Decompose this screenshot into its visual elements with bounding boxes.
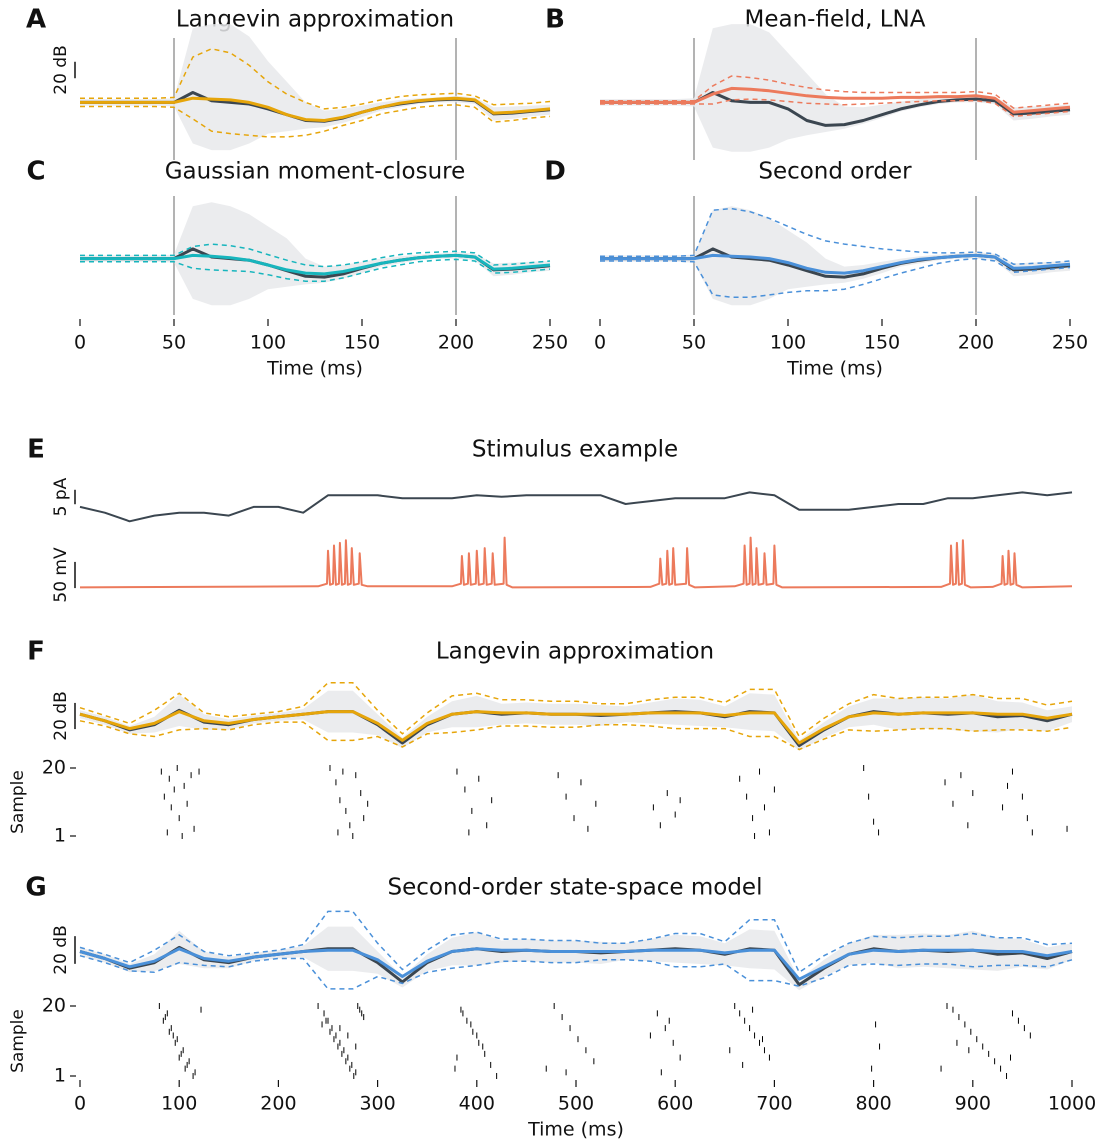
mean-line [600, 86, 1071, 114]
x-tick-label: 400 [459, 1093, 495, 1115]
variability-band [600, 206, 1070, 306]
y-tick-label: 1 [54, 1065, 66, 1087]
variability-band [80, 24, 550, 151]
x-axis-label: Time (ms) [266, 358, 363, 380]
y-tick-label: 20 [42, 757, 66, 779]
panel-label: C [26, 157, 45, 187]
y-tick-label: 20 [42, 995, 66, 1017]
x-tick-label: 200 [958, 332, 994, 354]
x-tick-label: 100 [770, 332, 806, 354]
panel-title: Second-order state-space model [388, 875, 763, 901]
scale-bar-label: 20 dB [51, 45, 71, 95]
panel-title: Stimulus example [472, 437, 678, 463]
x-tick-label: 100 [250, 332, 286, 354]
bound-line [600, 98, 1071, 118]
x-tick-label: 0 [594, 332, 606, 354]
bound-line [600, 75, 1071, 109]
x-tick-label: 0 [74, 332, 86, 354]
variability-band [80, 202, 550, 306]
x-tick-label: 0 [74, 1093, 86, 1115]
panel-label: B [545, 5, 565, 35]
y-axis-label: Sample [8, 770, 28, 834]
bound-line [80, 243, 551, 268]
x-tick-label: 800 [855, 1093, 891, 1115]
x-tick-label: 250 [532, 332, 568, 354]
panel-title: Langevin approximation [436, 639, 714, 665]
mean-line [79, 536, 1073, 589]
x-tick-label: 250 [1052, 332, 1088, 354]
mean-line [80, 96, 551, 122]
bound-line [80, 258, 551, 282]
x-tick-label: 50 [162, 332, 186, 354]
panel-title: Mean-field, LNA [745, 7, 926, 33]
mean-line [80, 253, 551, 276]
x-tick-label: 1000 [1048, 1093, 1096, 1115]
panel-label: D [544, 157, 566, 187]
x-tick-label: 900 [955, 1093, 991, 1115]
scale-bar-label: 20 dB [51, 925, 71, 975]
mean-line [600, 253, 1071, 275]
variability-band [80, 690, 1072, 751]
bound-line [600, 257, 1071, 299]
bound-line [79, 682, 1073, 738]
mean-line [79, 710, 1073, 745]
x-tick-label: 150 [344, 332, 380, 354]
panel-label: A [26, 5, 46, 35]
x-tick-label: 200 [438, 332, 474, 354]
x-axis-label: Time (ms) [527, 1119, 624, 1141]
bound-line [600, 207, 1071, 265]
y-axis-label: Sample [8, 1009, 28, 1073]
x-tick-label: 50 [682, 332, 706, 354]
x-tick-label: 600 [657, 1093, 693, 1115]
panel-title: Second order [758, 159, 912, 185]
x-tick-label: 700 [756, 1093, 792, 1115]
panel-label: E [27, 435, 45, 465]
variability-band [80, 926, 1072, 991]
x-tick-label: 500 [558, 1093, 594, 1115]
x-tick-label: 200 [260, 1093, 296, 1115]
bound-line [79, 720, 1073, 751]
scale-bar-label: 20 dB [51, 691, 71, 741]
x-tick-label: 300 [359, 1093, 395, 1115]
panel-label: G [25, 873, 46, 903]
bound-line [79, 910, 1073, 974]
panel-label: F [27, 637, 45, 667]
scale-bar-label: 5 pA [51, 477, 71, 516]
x-axis-label: Time (ms) [786, 358, 883, 380]
scale-bar-label: 50 mV [51, 547, 71, 603]
y-tick-label: 1 [54, 825, 66, 847]
x-tick-label: 100 [161, 1093, 197, 1115]
x-tick-label: 150 [864, 332, 900, 354]
mean-line [79, 947, 1073, 981]
mean-line [79, 491, 1073, 523]
variability-band [600, 24, 1070, 152]
panel-title: Gaussian moment-closure [165, 159, 466, 185]
bound-line [79, 954, 1073, 990]
